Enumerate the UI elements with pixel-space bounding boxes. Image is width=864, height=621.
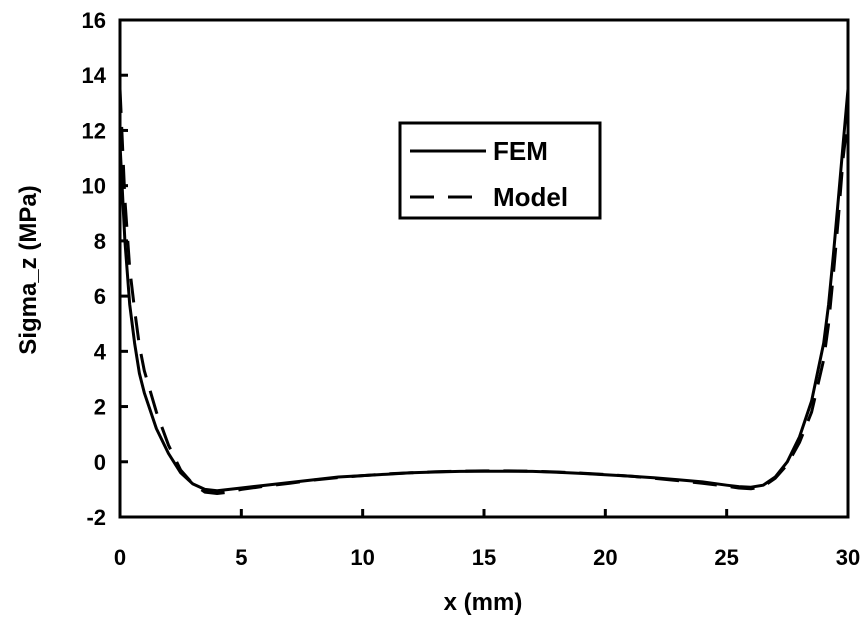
x-tick-label: 0 (114, 545, 126, 570)
y-tick-label: 8 (94, 229, 106, 254)
y-tick-label: 0 (94, 450, 106, 475)
legend-model-label: Model (493, 182, 568, 212)
y-tick-label: -2 (86, 505, 106, 530)
legend-box (398, 121, 602, 220)
plot-layer (118, 18, 850, 519)
x-tick-label: 15 (472, 545, 496, 570)
series-line-model (118, 88, 850, 495)
x-tick-label: 25 (714, 545, 738, 570)
y-tick-label: 16 (82, 8, 106, 33)
x-tick-label: 30 (836, 545, 860, 570)
y-axis-title: Sigma_z (MPa) (15, 185, 42, 354)
y-tick-label: 10 (82, 174, 106, 199)
y-tick-label: 2 (94, 395, 106, 420)
x-tick-label: 10 (350, 545, 374, 570)
x-axis-title: x (mm) (444, 589, 523, 616)
legend-fem-label: FEM (493, 136, 548, 166)
y-tick-label: 4 (94, 339, 107, 364)
tick-layer: 0 5 10 15 20 25 30 -2 0 2 4 6 8 10 12 14 16 (82, 8, 861, 570)
y-tick-label: 6 (94, 284, 106, 309)
x-tick-label: 20 (593, 545, 617, 570)
legend: FEM Model (398, 121, 602, 220)
x-tick-label: 5 (235, 545, 247, 570)
y-tick-label: 14 (82, 63, 107, 88)
plot-frame (118, 18, 850, 519)
y-tick-label: 12 (82, 118, 106, 143)
